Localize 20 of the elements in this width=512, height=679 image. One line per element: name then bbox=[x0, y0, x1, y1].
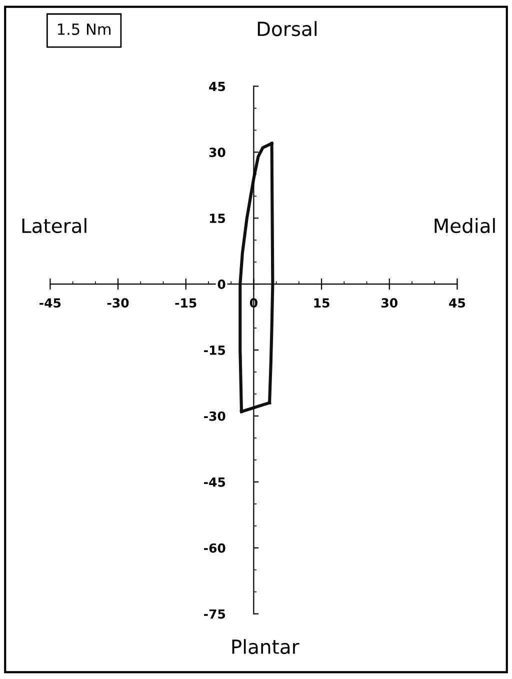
text: Plantar bbox=[232, 639, 300, 654]
x-tick-label: -45 bbox=[40, 298, 61, 308]
y-tick-label: -45 bbox=[204, 478, 226, 487]
y-tick-label: 45 bbox=[209, 82, 226, 92]
x-tick-label: -15 bbox=[175, 298, 196, 308]
y-tick-label: -60 bbox=[204, 543, 226, 553]
y-tick-label: 0 bbox=[218, 280, 226, 290]
x-tick-label: 30 bbox=[382, 298, 398, 308]
text: 1.5 Nm bbox=[58, 24, 110, 35]
y-tick-label: 15 bbox=[210, 214, 226, 224]
x-tick-label: 15 bbox=[314, 298, 330, 308]
x-tick-label: -30 bbox=[107, 298, 129, 308]
annotation: Lateral bbox=[22, 218, 86, 234]
y-tick-label: 30 bbox=[209, 148, 226, 158]
x-tick-label: 45 bbox=[449, 298, 466, 308]
text: Dorsal bbox=[258, 21, 316, 36]
annotation: Medial bbox=[434, 218, 495, 234]
y-tick-label: -75 bbox=[204, 609, 226, 619]
y-tick-label: -30 bbox=[204, 411, 226, 421]
y-tick-label: -15 bbox=[204, 346, 226, 355]
